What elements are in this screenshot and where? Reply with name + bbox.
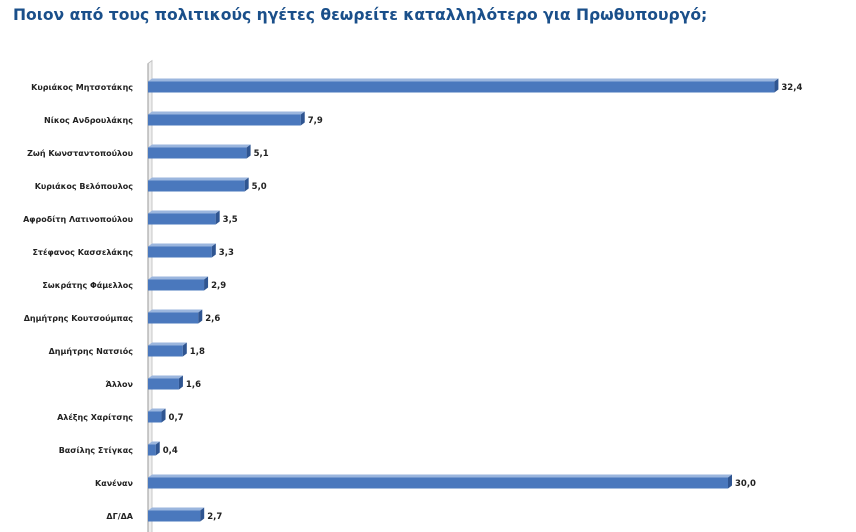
category-label: Σωκράτης Φάμελλος <box>42 281 133 290</box>
bar-side <box>728 474 732 489</box>
category-label: Στέφανος Κασσελάκης <box>32 247 133 257</box>
axis-wall <box>147 59 153 532</box>
bar-side <box>211 243 216 258</box>
category-label: Νίκος Ανδρουλάκης <box>44 115 133 125</box>
bar <box>148 114 301 126</box>
bar <box>148 180 245 192</box>
bar-side <box>204 276 209 291</box>
bar <box>148 213 216 225</box>
bar-top <box>148 111 305 115</box>
bar <box>148 444 156 456</box>
data-label: 2,9 <box>211 281 226 291</box>
bar-top <box>148 474 732 478</box>
category-label: Κυριάκος Βελόπουλος <box>35 181 134 191</box>
bar-top <box>148 276 209 280</box>
data-label: 3,5 <box>223 215 238 225</box>
bar <box>148 246 212 258</box>
bar-side <box>300 111 305 126</box>
data-label: 1,8 <box>190 347 205 357</box>
bar-side <box>246 144 251 159</box>
category-label: Κανέναν <box>95 478 134 488</box>
category-label: Κυριάκος Μητσοτάκης <box>31 83 133 92</box>
data-label: 30,0 <box>735 479 756 489</box>
bar-top <box>148 177 249 181</box>
data-label: 5,1 <box>254 149 269 159</box>
bar-side <box>178 375 183 390</box>
bars-layer <box>148 78 779 522</box>
bar-group <box>148 144 251 159</box>
bar-group <box>148 111 305 126</box>
data-label: 0,7 <box>169 413 184 423</box>
bar <box>148 147 247 159</box>
bar-top <box>148 78 779 82</box>
bar-group <box>148 309 203 324</box>
data-label: 3,3 <box>219 248 234 258</box>
bar-top <box>148 342 187 346</box>
bar-top <box>148 144 251 148</box>
bar-top <box>148 375 183 379</box>
bar <box>148 477 728 489</box>
bar-group <box>148 210 220 225</box>
bar-group <box>148 243 216 258</box>
data-label: 5,0 <box>252 182 267 192</box>
bar-top <box>148 309 203 313</box>
bar-group <box>148 78 779 93</box>
bar <box>148 378 179 390</box>
axis-layer <box>147 59 153 532</box>
bar-side <box>182 342 187 357</box>
bar-side <box>774 78 779 93</box>
bar-top <box>148 507 205 511</box>
bar <box>148 81 775 93</box>
bar-top <box>148 441 160 445</box>
bar-group <box>148 342 187 357</box>
category-label: ΔΓ/ΔΑ <box>106 512 133 521</box>
bar-group <box>148 177 249 192</box>
chart-title: Ποιον από τους πολιτικούς ηγέτες θεωρείτ… <box>13 6 708 24</box>
bar <box>148 345 183 357</box>
bar-side <box>198 309 203 324</box>
bar-side <box>200 507 205 522</box>
data-label: 1,6 <box>186 380 201 390</box>
bar-group <box>148 408 166 423</box>
bar <box>148 279 205 291</box>
bar-side <box>244 177 249 192</box>
data-label: 2,6 <box>205 314 220 324</box>
bar-group <box>148 441 160 456</box>
bar-side <box>215 210 220 225</box>
data-label: 0,4 <box>163 446 178 456</box>
bar-top <box>148 408 166 412</box>
bar <box>148 510 201 522</box>
bar-side <box>161 408 166 423</box>
bar-group <box>148 375 183 390</box>
data-label: 32,4 <box>781 83 802 93</box>
category-label: Άλλον <box>106 380 134 389</box>
bar-top <box>148 210 220 214</box>
data-label: 7,9 <box>308 116 323 126</box>
category-label: Αφροδίτη Λατινοπούλου <box>23 214 134 224</box>
category-label: Δημήτρης Κουτσούμπας <box>24 314 134 323</box>
bar-group <box>148 474 732 489</box>
category-label: Αλέξης Χαρίτσης <box>57 412 133 422</box>
data-label: 2,7 <box>207 512 222 522</box>
labels-layer: Κυριάκος Μητσοτάκης 32,4 Νίκος Ανδρουλάκης… <box>23 83 802 522</box>
bar-side <box>155 441 160 456</box>
category-label: Δημήτρης Νατσιός <box>49 346 134 356</box>
bar-group <box>148 507 205 522</box>
bar-group <box>148 276 209 291</box>
bar-top <box>148 243 216 247</box>
bar <box>148 312 199 324</box>
category-label: Βασίλης Στίγκας <box>59 445 134 455</box>
bar <box>148 411 162 423</box>
category-label: Ζωή Κωνσταντοπούλου <box>27 149 134 158</box>
